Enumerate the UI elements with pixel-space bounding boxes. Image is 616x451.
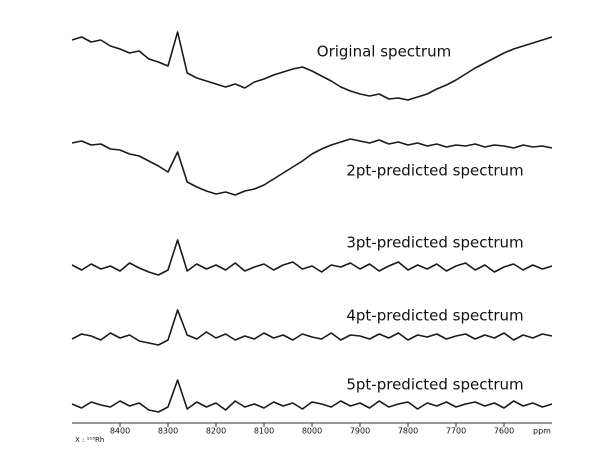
x-tick-label: 8100 (254, 427, 274, 436)
series-label: Original spectrum (317, 43, 451, 61)
x-tick-label: 8200 (206, 427, 226, 436)
x-tick-label: 8300 (158, 427, 178, 436)
spectrum-line (71, 239, 553, 276)
x-tick-label: 8400 (110, 427, 130, 436)
series-label: 5pt-predicted spectrum (346, 376, 523, 394)
spectrum-line (71, 138, 553, 196)
spectrum-line (71, 379, 553, 413)
annotation: X : ¹⁰³Rh (75, 436, 104, 444)
series-label: 2pt-predicted spectrum (346, 162, 523, 180)
x-tick-label: 7900 (350, 427, 370, 436)
x-axis-label: ppm (533, 427, 551, 436)
series-label: 3pt-predicted spectrum (346, 234, 523, 252)
x-tick-label: 8000 (302, 427, 322, 436)
x-tick-label: 7800 (398, 427, 418, 436)
spectrum-line (71, 309, 553, 346)
spectrum-line (71, 31, 553, 101)
x-tick-label: 7700 (446, 427, 466, 436)
series-label: 4pt-predicted spectrum (346, 307, 523, 325)
x-tick-label: 7600 (494, 427, 514, 436)
